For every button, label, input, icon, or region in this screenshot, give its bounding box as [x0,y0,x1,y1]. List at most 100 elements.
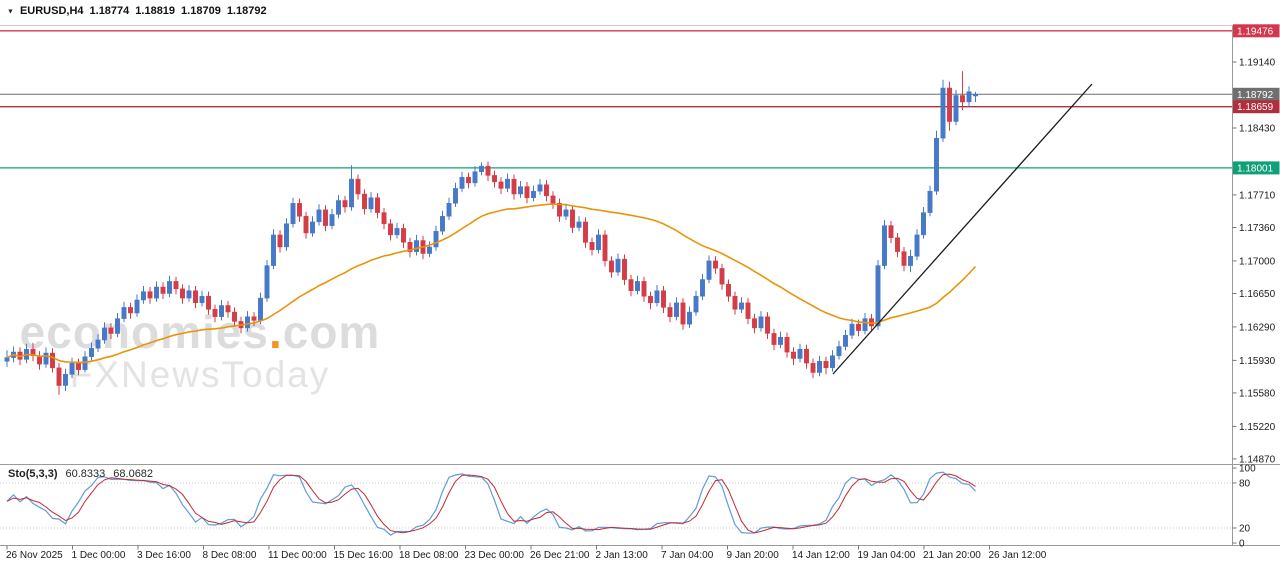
candle-body [310,221,315,234]
candle-body [856,323,861,331]
candle-body [563,209,569,217]
candle-body [797,348,803,359]
candle-body [661,290,666,308]
price-tick-label: 1.15580 [1239,388,1276,399]
candle-body [726,283,731,297]
time-tick-label: 15 Dec 16:00 [334,550,394,561]
candle-body [960,95,965,103]
candle-body [303,216,309,234]
time-tick-label: 9 Jan 20:00 [727,550,780,561]
candle-body [583,221,588,243]
candle-body [927,190,933,213]
candle-body [30,348,36,356]
high-value: 1.18819 [135,5,176,17]
candle-body [667,307,673,317]
candle-body [485,165,491,176]
price-level-badge-support-line [1233,161,1280,175]
candle-body [817,361,822,373]
time-tick-label: 2 Jan 13:00 [596,550,649,561]
time-tick-label: 1 Dec 00:00 [72,550,126,561]
candle-body [433,230,439,248]
time-tick-label: 11 Dec 00:00 [268,550,327,561]
candle-body [134,299,140,314]
candle-body [635,281,640,291]
candle-body [882,225,887,266]
candle-body [947,87,952,122]
price-level-badge-resistance-line [1233,24,1280,38]
candle-body [648,296,653,304]
time-tick-label: 7 Jan 04:00 [661,550,714,561]
candle-body [297,203,302,217]
candle-body [921,212,926,236]
time-tick-label: 26 Jan 12:00 [989,550,1047,561]
candle-body [115,318,120,334]
trendline[interactable] [832,83,1093,375]
price-level-badge-current-price [1233,87,1280,101]
close-value: 1.18792 [226,5,267,17]
candle-body [82,356,88,370]
stoch-tick-label: 80 [1239,479,1251,490]
candle-body [680,302,686,325]
candle-body [316,209,322,223]
candle-body [69,362,75,375]
candle-body [245,316,250,329]
candle-body [128,307,133,314]
time-tick-label: 21 Jan 20:00 [923,550,981,561]
candle-body [940,87,946,139]
candle-body [700,279,705,297]
candle-body [362,193,367,210]
candle-body [50,352,55,369]
price-tick-label: 1.17360 [1239,223,1276,234]
candle-body [394,228,400,236]
candle-body [251,316,257,321]
stoch-tick-label: 20 [1239,524,1251,535]
symbol-dropdown-icon[interactable]: ▼ [7,8,14,15]
time-tick-label: 18 Dec 08:00 [399,550,459,561]
candle-body [895,237,900,252]
time-tick-label: 19 Jan 04:00 [858,550,916,561]
candle-body [875,265,881,327]
candle-body [557,203,562,217]
stochastic-signal-line [6,473,976,534]
candle-body [349,178,354,208]
candle-body [765,316,770,334]
candle-body [63,374,68,386]
candle-body [713,260,718,269]
candle-body [849,323,855,336]
candle-body [440,216,445,232]
candle-body [830,355,835,369]
symbol-ohlc-bar: ▼ EURUSD,H4 1.18774 1.18819 1.18709 1.18… [7,5,267,17]
price-tick-label: 1.16650 [1239,289,1276,300]
candle-body [901,251,907,266]
price-tick-label: 1.15930 [1239,356,1276,367]
candle-body [531,190,536,198]
candle-body [628,279,634,291]
candle-body [953,95,959,122]
candle-body [186,290,192,299]
candle-body [284,223,289,248]
candle-body [823,361,829,369]
candle-body [43,352,49,365]
candle-body [641,281,647,297]
stoch-tick-label: 0 [1239,539,1245,550]
candle-body [329,214,335,226]
candle-body [401,228,406,243]
stoch-tick-label: 100 [1239,464,1256,475]
candle-body [323,209,328,226]
candle-body [427,246,432,254]
indicator-label: Sto(5,3,3) 60.8333 68.0682 [8,468,153,480]
candle-body [264,265,270,299]
candle-body [180,288,185,299]
candle-body [544,184,549,197]
open-value: 1.18774 [89,5,130,17]
candle-body [719,268,725,285]
time-tick-label: 26 Dec 21:00 [530,550,590,561]
candle-body [739,302,744,310]
candle-body [147,291,153,299]
candle-body [758,316,764,329]
candle-body [589,242,595,250]
candle-body [459,177,465,189]
candle-body [804,348,809,364]
